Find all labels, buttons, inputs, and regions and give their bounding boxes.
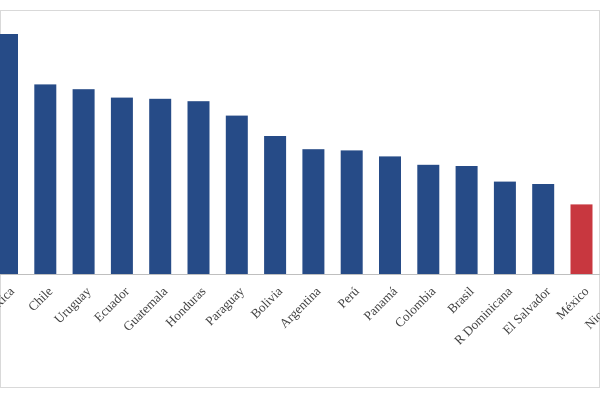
x-tick-label-uruguay: Uruguay bbox=[51, 283, 94, 326]
x-tick-labels: Costa RicaChileUruguayEcuadorGuatemalaHo… bbox=[0, 283, 600, 347]
bar-argentina bbox=[302, 149, 325, 274]
x-tick-label-honduras: Honduras bbox=[162, 284, 208, 330]
bar-colombia bbox=[417, 164, 440, 274]
x-tick-label-costa-rica: Costa Rica bbox=[0, 283, 17, 334]
x-tick-label-chile: Chile bbox=[25, 283, 56, 314]
bar-uruguay bbox=[72, 89, 95, 274]
x-tick-label-peru: Perú bbox=[334, 283, 362, 311]
x-tick-label-paraguay: Paraguay bbox=[202, 283, 247, 328]
bars-group bbox=[0, 34, 593, 275]
bar-paraguay bbox=[225, 115, 248, 274]
bar-ecuador bbox=[110, 97, 133, 274]
bar-chile bbox=[34, 84, 57, 275]
bar-guatemala bbox=[149, 98, 172, 274]
bar-r-dominicana bbox=[493, 181, 516, 274]
bar-brasil bbox=[455, 166, 478, 274]
bar-panama bbox=[379, 156, 401, 274]
bar-bolivia bbox=[264, 136, 287, 274]
bar-costa-rica bbox=[0, 34, 18, 274]
bar-el-salvador bbox=[532, 184, 555, 274]
x-tick-label-colombia: Colombia bbox=[392, 283, 439, 330]
x-tick-label-brasil: Brasil bbox=[444, 283, 477, 316]
bar-mexico bbox=[570, 204, 593, 274]
x-tick-label-argentina: Argentina bbox=[276, 283, 323, 330]
bar-peru bbox=[340, 150, 363, 274]
bar-honduras bbox=[187, 101, 210, 274]
